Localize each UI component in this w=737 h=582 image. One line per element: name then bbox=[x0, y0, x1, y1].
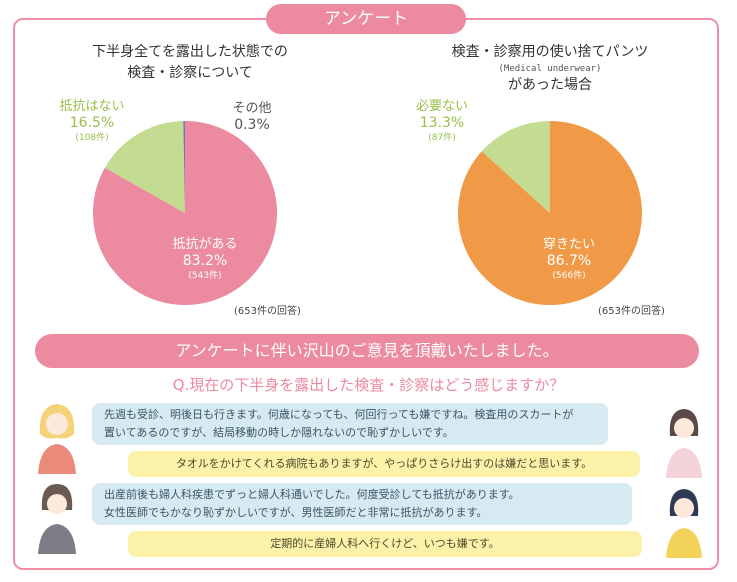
chart2-title-line3: があった場合 bbox=[415, 75, 685, 96]
comment-bubble-4: 定期的に産婦人科へ行くけど、いつも嫌です。 bbox=[128, 531, 642, 557]
chart2-yes-pct: 86.7% bbox=[524, 253, 614, 270]
chart2-title-line1: 検査・診察用の使い捨てパンツ bbox=[415, 42, 685, 63]
chart2-total: (653件の回答) bbox=[598, 302, 665, 317]
chart1-yes-name: 抵抗がある bbox=[160, 236, 250, 253]
comment-2-line-1: タオルをかけてくれる病院もありますが、やっぱりさらけ出すのは嫌だと思います。 bbox=[140, 454, 628, 474]
chart1-other-name: その他 bbox=[222, 100, 282, 117]
chart1-no-pct: 16.5% bbox=[52, 115, 132, 132]
comment-3-line-2: 女性医師でもかなり恥ずかしいですが、男性医師だと非常に抵抗があります。 bbox=[104, 504, 620, 522]
woman-illustration-3 bbox=[32, 480, 82, 554]
chart1-title-line2: 検査・診察について bbox=[60, 63, 320, 84]
chart2-title-line2: (Medical underwear) bbox=[415, 63, 685, 75]
comment-4-line-1: 定期的に産婦人科へ行くけど、いつも嫌です。 bbox=[140, 534, 630, 554]
chart1-no-name: 抵抗はない bbox=[52, 98, 132, 115]
chart1-total: (653件の回答) bbox=[234, 302, 301, 317]
comment-1-line-1: 先週も受診、明後日も行きます。何歳になっても、何回行っても嫌ですね。検査用のスカ… bbox=[104, 406, 596, 424]
chart2-label-no: 必要ない 13.3% (87件) bbox=[402, 98, 482, 145]
chart1-other-pct: 0.3% bbox=[222, 117, 282, 134]
chart2-no-name: 必要ない bbox=[402, 98, 482, 115]
comment-bubble-2: タオルをかけてくれる病院もありますが、やっぱりさらけ出すのは嫌だと思います。 bbox=[128, 451, 640, 477]
comment-3-line-1: 出産前後も婦人科疾患でずっと婦人科通いでした。何度受診しても抵抗があります。 bbox=[104, 486, 620, 504]
comment-1-line-2: 置いてあるのですが、結局移動の時しか隠れないので恥ずかしいです。 bbox=[104, 424, 596, 442]
chart1-title-line1: 下半身全てを露出した状態での bbox=[60, 42, 320, 63]
chart1-title: 下半身全てを露出した状態での 検査・診察について bbox=[60, 42, 320, 84]
chart2-yes-name: 穿きたい bbox=[524, 236, 614, 253]
chart1-label-other: その他 0.3% bbox=[222, 100, 282, 134]
survey-question: Q.現在の下半身を露出した検査・診察はどう感じますか？ bbox=[0, 374, 737, 395]
chart1-yes-count: (543件) bbox=[160, 270, 250, 283]
woman-illustration-4 bbox=[660, 484, 708, 558]
chart2-title: 検査・診察用の使い捨てパンツ (Medical underwear) があった場… bbox=[415, 42, 685, 96]
comment-bubble-1: 先週も受診、明後日も行きます。何歳になっても、何回行っても嫌ですね。検査用のスカ… bbox=[92, 403, 608, 445]
chart1-label-yes: 抵抗がある 83.2% (543件) bbox=[160, 236, 250, 283]
chart2-no-count: (87件) bbox=[402, 132, 482, 145]
survey-title: アンケート bbox=[266, 4, 466, 34]
comments-banner: アンケートに伴い沢山のご意見を頂戴いたしました。 bbox=[35, 334, 699, 368]
woman-illustration-1 bbox=[32, 400, 82, 474]
chart1-yes-pct: 83.2% bbox=[160, 253, 250, 270]
chart2-no-pct: 13.3% bbox=[402, 115, 482, 132]
woman-illustration-2 bbox=[660, 404, 708, 478]
chart1-label-no: 抵抗はない 16.5% (108件) bbox=[52, 98, 132, 145]
chart2-yes-count: (566件) bbox=[524, 270, 614, 283]
comment-bubble-3: 出産前後も婦人科疾患でずっと婦人科通いでした。何度受診しても抵抗があります。 女… bbox=[92, 483, 632, 525]
chart1-no-count: (108件) bbox=[52, 132, 132, 145]
chart2-label-yes: 穿きたい 86.7% (566件) bbox=[524, 236, 614, 283]
